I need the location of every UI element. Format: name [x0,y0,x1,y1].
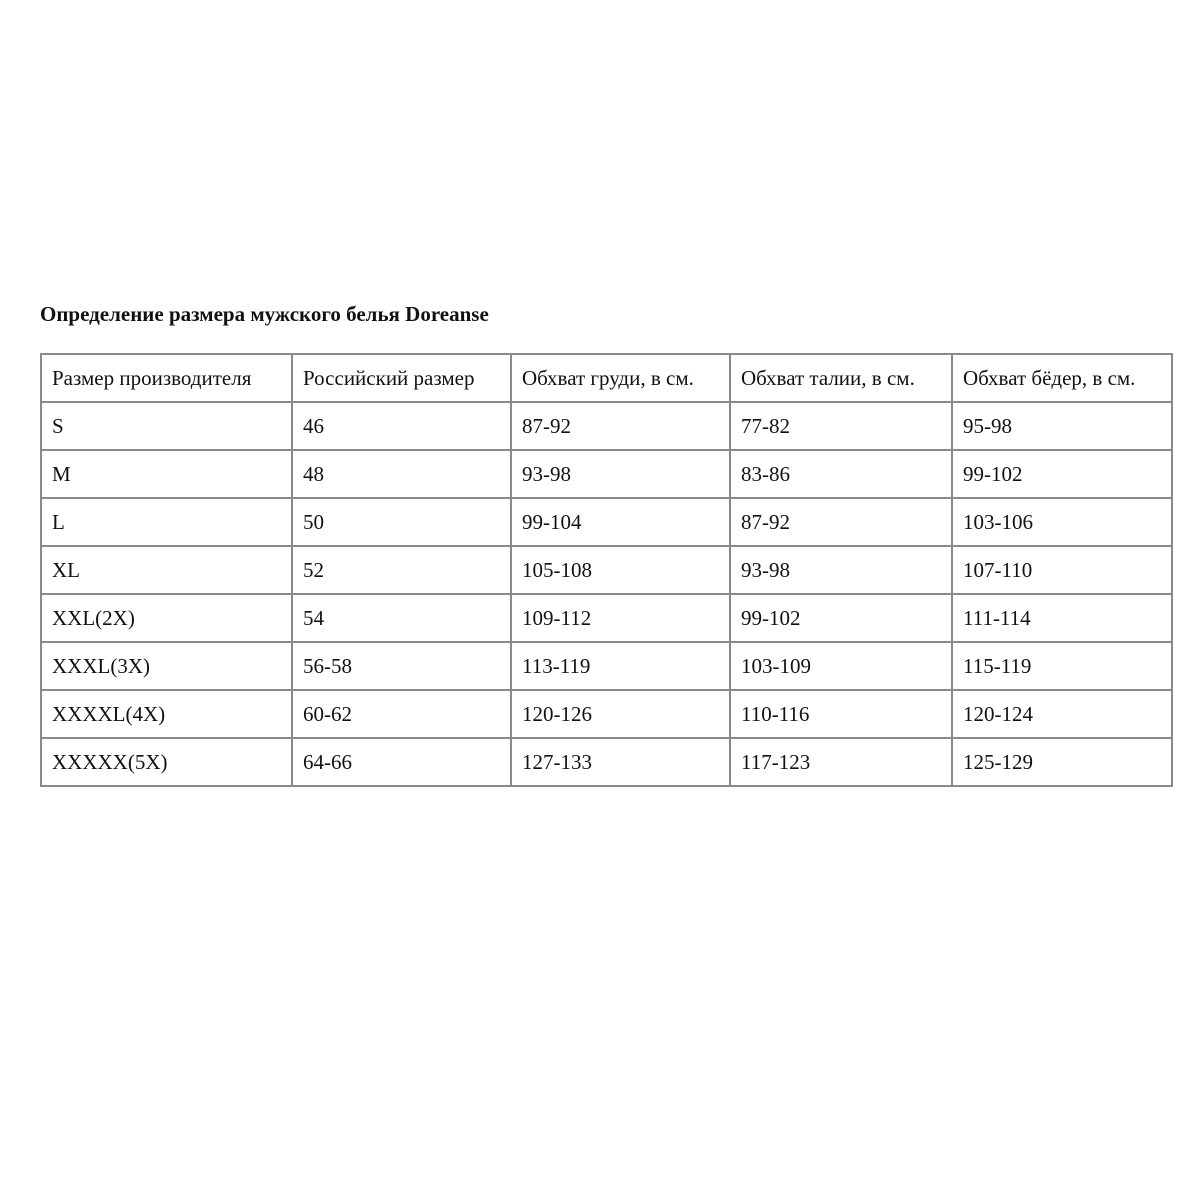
table-cell: 46 [291,401,512,451]
table-header-row: Размер производителя Российский размер Обх… [40,353,1173,403]
table-cell: 120-126 [510,689,731,739]
table-cell: 105-108 [510,545,731,595]
table-cell: 93-98 [510,449,731,499]
table-row: XL 52 105-108 93-98 107-110 [40,545,1173,595]
table-cell: M [40,449,293,499]
table-cell: 95-98 [951,401,1173,451]
table-cell: 60-62 [291,689,512,739]
table-row: XXXXL(4X) 60-62 120-126 110-116 120-124 [40,689,1173,739]
table-cell: 77-82 [729,401,953,451]
table-cell: 103-109 [729,641,953,691]
table-cell: 109-112 [510,593,731,643]
column-header: Размер производителя [40,353,293,403]
column-header: Российский размер [291,353,512,403]
table-cell: 99-102 [951,449,1173,499]
table-cell: 83-86 [729,449,953,499]
table-row: XXXL(3X) 56-58 113-119 103-109 115-119 [40,641,1173,691]
table-row: M 48 93-98 83-86 99-102 [40,449,1173,499]
table-cell: 107-110 [951,545,1173,595]
table-row: XXXXX(5X) 64-66 127-133 117-123 125-129 [40,737,1173,787]
table-cell: 93-98 [729,545,953,595]
table-cell: 56-58 [291,641,512,691]
table-cell: 99-104 [510,497,731,547]
table-cell: 50 [291,497,512,547]
table-cell: 110-116 [729,689,953,739]
table-cell: 113-119 [510,641,731,691]
table-cell: 64-66 [291,737,512,787]
table-cell: 127-133 [510,737,731,787]
table-cell: 99-102 [729,593,953,643]
table-cell: S [40,401,293,451]
column-header: Обхват бёдер, в см. [951,353,1173,403]
table-row: XXL(2X) 54 109-112 99-102 111-114 [40,593,1173,643]
table-cell: 54 [291,593,512,643]
table-cell: XXXXL(4X) [40,689,293,739]
table-cell: XXL(2X) [40,593,293,643]
table-cell: 117-123 [729,737,953,787]
size-chart-table: Размер производителя Российский размер Обх… [40,353,1173,787]
table-cell: 115-119 [951,641,1173,691]
table-cell: 111-114 [951,593,1173,643]
table-cell: 48 [291,449,512,499]
table-row: S 46 87-92 77-82 95-98 [40,401,1173,451]
table-cell: 103-106 [951,497,1173,547]
table-cell: XXXXX(5X) [40,737,293,787]
column-header: Обхват талии, в см. [729,353,953,403]
table-row: L 50 99-104 87-92 103-106 [40,497,1173,547]
table-cell: XXXL(3X) [40,641,293,691]
table-cell: XL [40,545,293,595]
page-title: Определение размера мужского белья Dorea… [40,302,489,326]
table-cell: 125-129 [951,737,1173,787]
table-cell: 87-92 [729,497,953,547]
table-cell: 87-92 [510,401,731,451]
table-cell: L [40,497,293,547]
table-cell: 120-124 [951,689,1173,739]
table-cell: 52 [291,545,512,595]
column-header: Обхват груди, в см. [510,353,731,403]
